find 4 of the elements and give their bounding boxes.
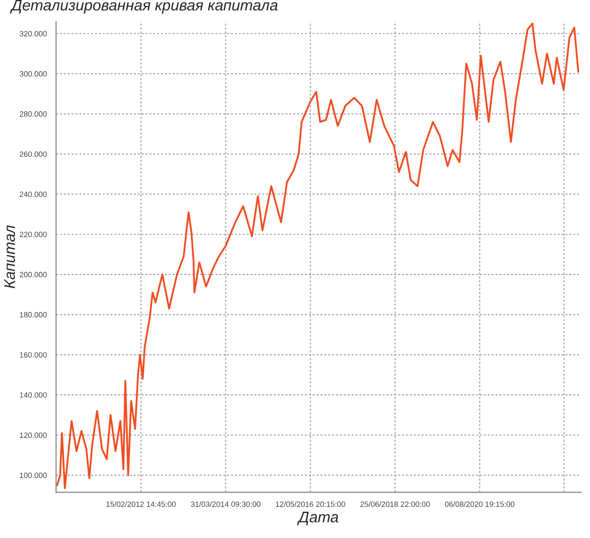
x-axis-title: Дата	[297, 512, 338, 526]
chart-title: Детализированная кривая капитала	[10, 0, 278, 14]
line-series	[56, 22, 580, 490]
y-axis-title: Капитал	[4, 225, 16, 288]
